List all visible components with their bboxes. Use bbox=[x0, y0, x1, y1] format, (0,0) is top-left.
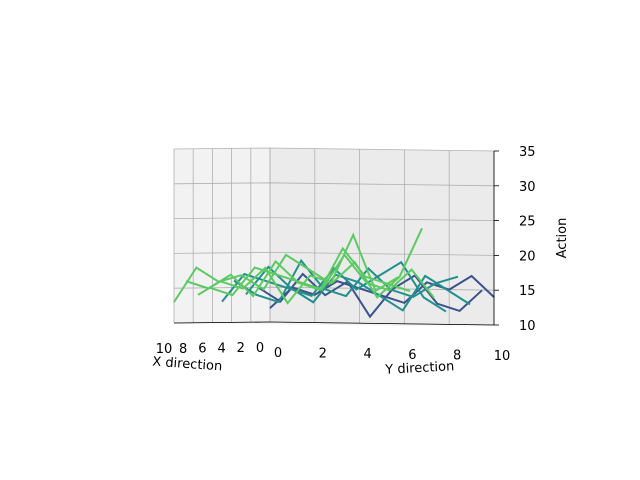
y-tick-label: 10 bbox=[494, 349, 511, 364]
pane-floor bbox=[174, 322, 494, 326]
z-tick-label: 35 bbox=[519, 145, 536, 160]
y-tick-label: 2 bbox=[319, 347, 327, 362]
z-tick-label: 20 bbox=[519, 249, 536, 264]
axis-lines bbox=[173, 150, 499, 326]
x-axis-label: X direction bbox=[152, 355, 223, 375]
y-tick-label: 6 bbox=[408, 348, 416, 363]
series-lines bbox=[173, 227, 495, 319]
series-line bbox=[269, 274, 495, 309]
x-tick-label: 2 bbox=[237, 341, 245, 356]
z-tick-label: 30 bbox=[519, 180, 536, 195]
z-tick-label: 15 bbox=[519, 284, 536, 299]
axis-panes bbox=[174, 148, 494, 326]
y-tick-label: 4 bbox=[363, 347, 371, 362]
x-tick-label: 0 bbox=[256, 341, 264, 356]
series-line bbox=[209, 253, 435, 299]
y-axis-line bbox=[269, 321, 495, 326]
x-tick-label: 4 bbox=[217, 341, 225, 356]
series-line bbox=[257, 272, 483, 319]
series-line bbox=[221, 260, 447, 313]
series-line bbox=[173, 232, 399, 303]
series-line bbox=[185, 246, 411, 298]
z-tick-label: 25 bbox=[519, 215, 536, 230]
x-axis-line bbox=[173, 321, 271, 324]
pane-xz bbox=[174, 148, 270, 323]
x-tick-label: 8 bbox=[179, 342, 187, 357]
z-axis-label: Action bbox=[555, 218, 570, 259]
y-axis-label: Y direction bbox=[384, 359, 455, 378]
x-tick-label: 10 bbox=[156, 342, 173, 357]
z-tick-label: 10 bbox=[519, 319, 536, 334]
x-tick-label: 6 bbox=[198, 342, 206, 357]
series-line bbox=[197, 227, 423, 305]
y-tick-label: 0 bbox=[274, 346, 282, 361]
y-tick-label: 8 bbox=[453, 348, 461, 363]
